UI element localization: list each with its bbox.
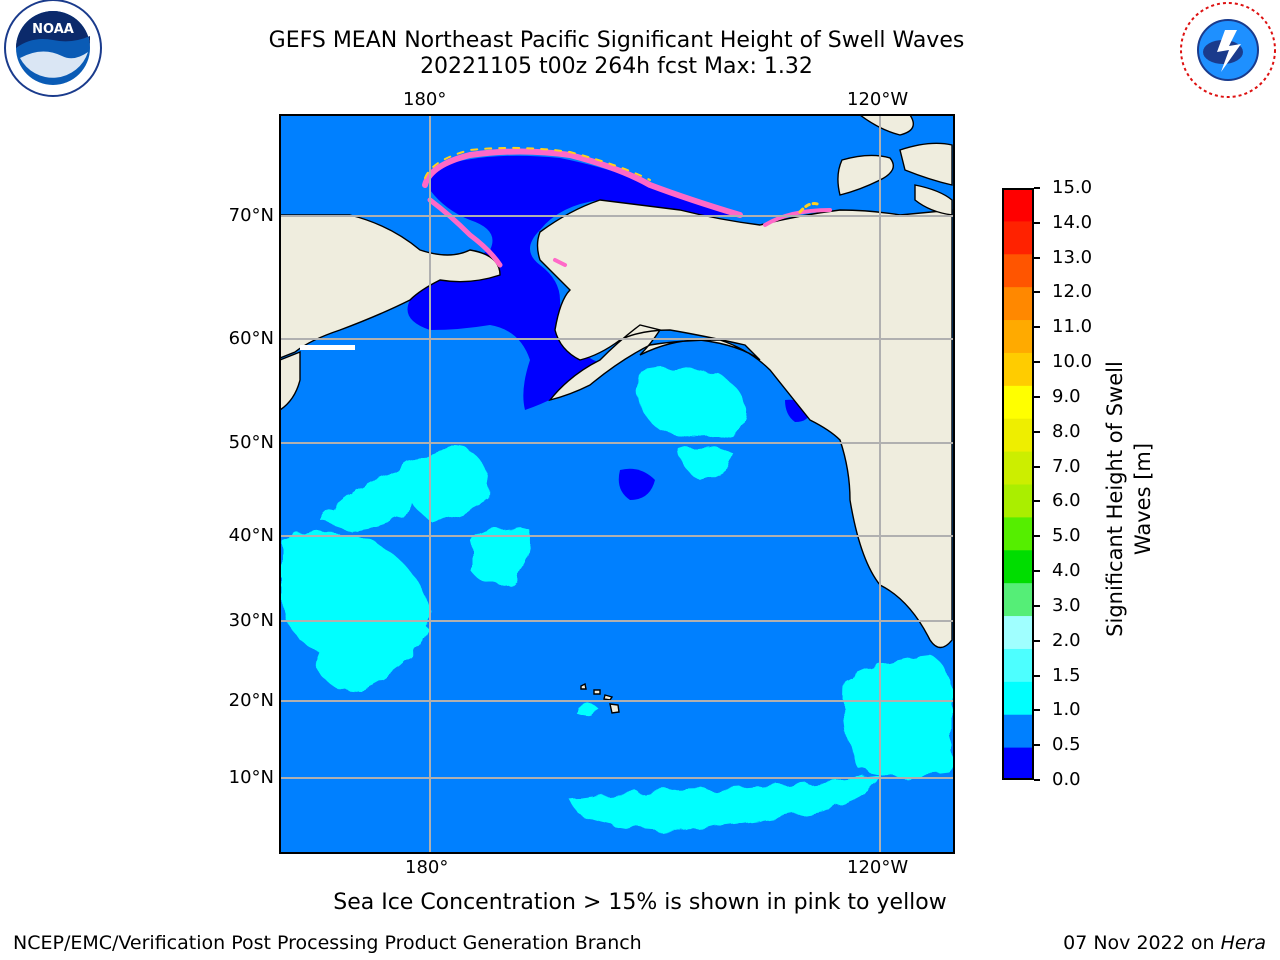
colorbar-segment (1002, 352, 1034, 386)
colorbar-tick (1034, 779, 1040, 781)
colorbar-frame (1002, 188, 1034, 780)
lon-tick-top-120w: 120°W (847, 89, 909, 110)
gridlines (280, 115, 954, 853)
lat-tick-40n: 40°N (228, 525, 274, 546)
chart-title: GEFS MEAN Northeast Pacific Significant … (268, 28, 965, 53)
colorbar-segment (1002, 286, 1034, 321)
colorbar-tick-label: 7.0 (1052, 455, 1081, 477)
colorbar-tick (1034, 187, 1040, 189)
noaa-logo-text: NOAA (32, 22, 74, 37)
lon-tick-bottom-180: 180° (405, 857, 449, 878)
colorbar-segment (1002, 451, 1034, 485)
colorbar-segment (1002, 188, 1034, 222)
colorbar-tick-label: 10.0 (1052, 351, 1093, 373)
map-panel[interactable] (279, 114, 955, 854)
colorbar-segment (1002, 648, 1034, 682)
lat-tick-50n: 50°N (228, 432, 274, 453)
colorbar-segment (1002, 615, 1034, 649)
colorbar-tick (1034, 465, 1040, 468)
colorbar (1002, 188, 1034, 781)
colorbar-tick-label: 0.5 (1052, 734, 1081, 756)
colorbar-tick (1034, 326, 1040, 329)
swell-1-1.5m-patches (282, 366, 952, 830)
colorbar-tick (1034, 604, 1040, 607)
colorbar-tick-label: 5.0 (1052, 525, 1081, 547)
colorbar-tick-label: 0.0 (1052, 769, 1081, 790)
colorbar-tick-label: 2.0 (1052, 629, 1081, 651)
colorbar-tick-label: 4.0 (1052, 560, 1081, 582)
lat-tick-20n: 20°N (228, 690, 274, 711)
footer-left: NCEP/EMC/Verification Post Processing Pr… (13, 932, 642, 954)
colorbar-tick-label: 8.0 (1052, 420, 1081, 442)
lat-tick-70n: 70°N (228, 205, 274, 226)
noaa-logo: NOAA (2, 0, 104, 100)
footer-date: 07 Nov 2022 on (1063, 932, 1221, 954)
colorbar-segment (1002, 582, 1034, 617)
colorbar-tick (1034, 430, 1040, 433)
colorbar-title-line1: Significant Height of Swell (1103, 361, 1127, 637)
colorbar-tick (1034, 395, 1040, 398)
lon-tick-top-180: 180° (403, 89, 447, 110)
map-frame (279, 114, 955, 854)
colorbar-tick-label: 3.0 (1052, 594, 1081, 616)
colorbar-segment (1002, 714, 1034, 748)
colorbar-title-line2: Waves [m] (1131, 442, 1155, 556)
colorbar-tick (1034, 709, 1040, 712)
colorbar-segment (1002, 319, 1034, 353)
lon-tick-bottom-120w: 120°W (847, 857, 909, 878)
colorbar-tick (1034, 256, 1040, 259)
colorbar-tick (1034, 744, 1040, 747)
lat-tick-10n: 10°N (228, 767, 274, 788)
colorbar-segment (1002, 253, 1034, 288)
colorbar-tick (1034, 570, 1040, 573)
colorbar-tick (1034, 500, 1040, 503)
colorbar-segment (1002, 747, 1034, 781)
colorbar-segment (1002, 681, 1034, 715)
colorbar-tick-label: 6.0 (1052, 490, 1081, 512)
colorbar-tick (1034, 674, 1040, 677)
coast-gap (300, 345, 355, 350)
colorbar-tick (1034, 361, 1040, 364)
colorbar-segment (1002, 385, 1034, 419)
colorbar-tick (1034, 221, 1040, 224)
colorbar-tick-label: 1.5 (1052, 664, 1081, 686)
colorbar-segment (1002, 484, 1034, 518)
nws-logo (1177, 0, 1279, 100)
colorbar-tick-label: 12.0 (1052, 281, 1093, 303)
colorbar-title: Significant Height of Swell Waves [m] (1101, 349, 1159, 649)
sea-ice-note: Sea Ice Concentration > 15% is shown in … (333, 890, 947, 915)
colorbar-segment (1002, 418, 1034, 452)
sea-ice-edge (422, 146, 832, 268)
colorbar-tick (1034, 639, 1040, 642)
colorbar-svg (1002, 188, 1034, 781)
footer-host: Hera (1220, 932, 1266, 954)
colorbar-tick (1034, 291, 1040, 294)
colorbar-segment (1002, 516, 1034, 551)
map-svg (279, 114, 955, 854)
lat-tick-30n: 30°N (228, 610, 274, 631)
colorbar-segment (1002, 549, 1034, 584)
colorbar-tick (1034, 535, 1040, 538)
lat-tick-60n: 60°N (228, 328, 274, 349)
colorbar-tick-label: 15.0 (1052, 177, 1093, 198)
colorbar-tick-label: 1.0 (1052, 699, 1081, 721)
colorbar-segment (1002, 220, 1034, 255)
chart-subtitle: 20221105 t00z 264h fcst Max: 1.32 (420, 54, 813, 79)
colorbar-tick-label: 11.0 (1052, 316, 1093, 338)
footer-right: 07 Nov 2022 on Hera (1063, 932, 1266, 954)
colorbar-tick-label: 14.0 (1052, 211, 1093, 233)
colorbar-tick-label: 9.0 (1052, 385, 1081, 407)
colorbar-tick-label: 13.0 (1052, 246, 1093, 268)
